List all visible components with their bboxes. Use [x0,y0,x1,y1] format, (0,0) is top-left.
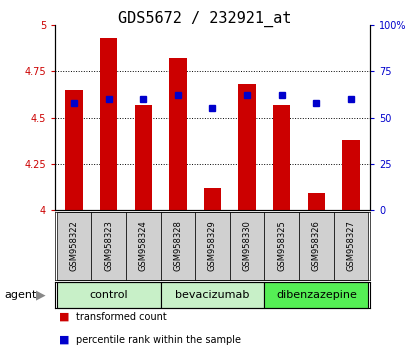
Bar [333,212,367,280]
Bar [65,90,83,210]
Text: GSM958323: GSM958323 [104,221,113,272]
Bar [56,212,91,280]
Bar [160,212,195,280]
Bar [56,282,160,308]
Text: dibenzazepine: dibenzazepine [275,290,356,300]
Bar [229,212,264,280]
Text: agent: agent [4,290,36,300]
Bar [134,104,152,210]
Text: transformed count: transformed count [75,312,166,321]
Text: percentile rank within the sample: percentile rank within the sample [75,335,240,344]
Text: ■: ■ [59,312,73,321]
Bar [203,188,220,210]
Text: GSM958325: GSM958325 [276,221,285,272]
Text: GSM958326: GSM958326 [311,221,320,272]
Bar [307,193,324,210]
Text: GSM958324: GSM958324 [138,221,147,272]
Text: GSM958329: GSM958329 [207,221,216,272]
Text: GSM958330: GSM958330 [242,221,251,272]
Text: GDS5672 / 232921_at: GDS5672 / 232921_at [118,11,291,27]
Bar [298,212,333,280]
Bar [160,282,264,308]
Bar [342,140,359,210]
Text: ■: ■ [59,335,73,344]
Text: control: control [89,290,128,300]
Text: bevacizumab: bevacizumab [175,290,249,300]
Bar [238,84,255,210]
Bar [264,282,367,308]
Bar [195,212,229,280]
Bar [100,38,117,210]
Bar [272,104,290,210]
Bar [126,212,160,280]
Text: GSM958322: GSM958322 [70,221,79,272]
Text: ▶: ▶ [36,289,46,302]
Bar [169,58,186,210]
Bar [91,212,126,280]
Text: GSM958327: GSM958327 [346,221,355,272]
Bar [264,212,298,280]
Text: GSM958328: GSM958328 [173,221,182,272]
